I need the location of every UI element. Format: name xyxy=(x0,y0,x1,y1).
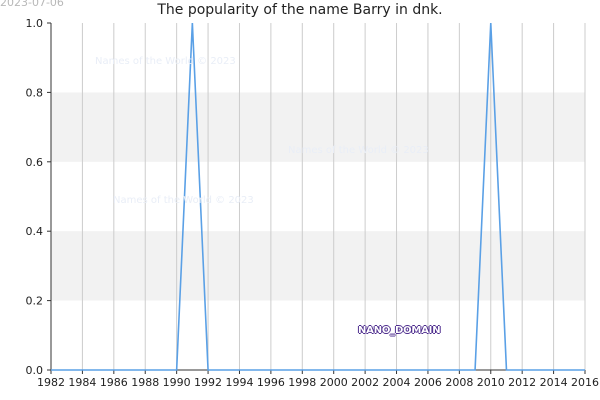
x-tick-label: 1984 xyxy=(68,376,96,389)
x-tick-label: 2016 xyxy=(571,376,599,389)
x-tick-label: 2012 xyxy=(508,376,536,389)
watermark-text: Names of the World © 2023 xyxy=(113,195,254,206)
watermark-text: Names of the World © 2023 xyxy=(95,56,236,67)
x-tick-label: 2002 xyxy=(351,376,379,389)
x-tick-label: 1988 xyxy=(131,376,159,389)
y-tick-label: 1.0 xyxy=(26,17,44,30)
y-tick-label: 0.6 xyxy=(26,156,44,169)
date-stamp: 2023-07-06 xyxy=(0,0,64,9)
y-tick-label: 0.2 xyxy=(26,295,44,308)
x-tick-label: 1994 xyxy=(225,376,253,389)
chart-title: The popularity of the name Barry in dnk. xyxy=(157,2,443,18)
x-tick-label: 1998 xyxy=(288,376,316,389)
x-tick-label: 1992 xyxy=(194,376,222,389)
x-tick-label: 2004 xyxy=(383,376,411,389)
x-tick-label: 2008 xyxy=(445,376,473,389)
x-tick-label: 1996 xyxy=(257,376,285,389)
x-tick-label: 2014 xyxy=(540,376,568,389)
x-tick-label: 1982 xyxy=(37,376,65,389)
y-tick-label: 0.0 xyxy=(26,364,44,377)
x-tick-label: 2006 xyxy=(414,376,442,389)
domain-label: NANO_DOMAIN xyxy=(358,325,441,336)
x-tick-label: 1990 xyxy=(163,376,191,389)
y-tick-label: 0.4 xyxy=(26,225,44,238)
grid-band xyxy=(51,231,585,301)
x-tick-label: 2000 xyxy=(320,376,348,389)
x-tick-label: 2010 xyxy=(477,376,505,389)
watermark-text: Names of the World © 2023 xyxy=(288,145,429,156)
series-line xyxy=(51,22,585,371)
x-tick-label: 1986 xyxy=(100,376,128,389)
y-tick-label: 0.8 xyxy=(26,86,44,99)
